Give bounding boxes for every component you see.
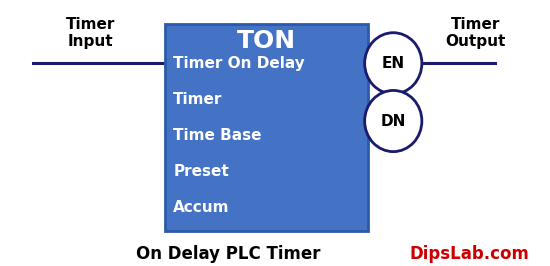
Text: EN: EN (382, 56, 405, 71)
Text: Preset: Preset (173, 164, 229, 179)
Text: TON: TON (237, 29, 296, 53)
Ellipse shape (365, 90, 422, 152)
Text: Timer: Timer (173, 92, 223, 107)
Text: On Delay PLC Timer: On Delay PLC Timer (136, 245, 321, 263)
Text: Accum: Accum (173, 200, 230, 215)
Text: Time Base: Time Base (173, 128, 262, 143)
Text: DipsLab.com: DipsLab.com (410, 245, 530, 263)
Ellipse shape (365, 33, 422, 94)
Text: Timer On Delay: Timer On Delay (173, 56, 305, 71)
Text: Timer
Output: Timer Output (446, 17, 506, 49)
Text: DN: DN (381, 114, 406, 128)
FancyBboxPatch shape (165, 24, 368, 231)
Text: Timer
Input: Timer Input (66, 17, 116, 49)
